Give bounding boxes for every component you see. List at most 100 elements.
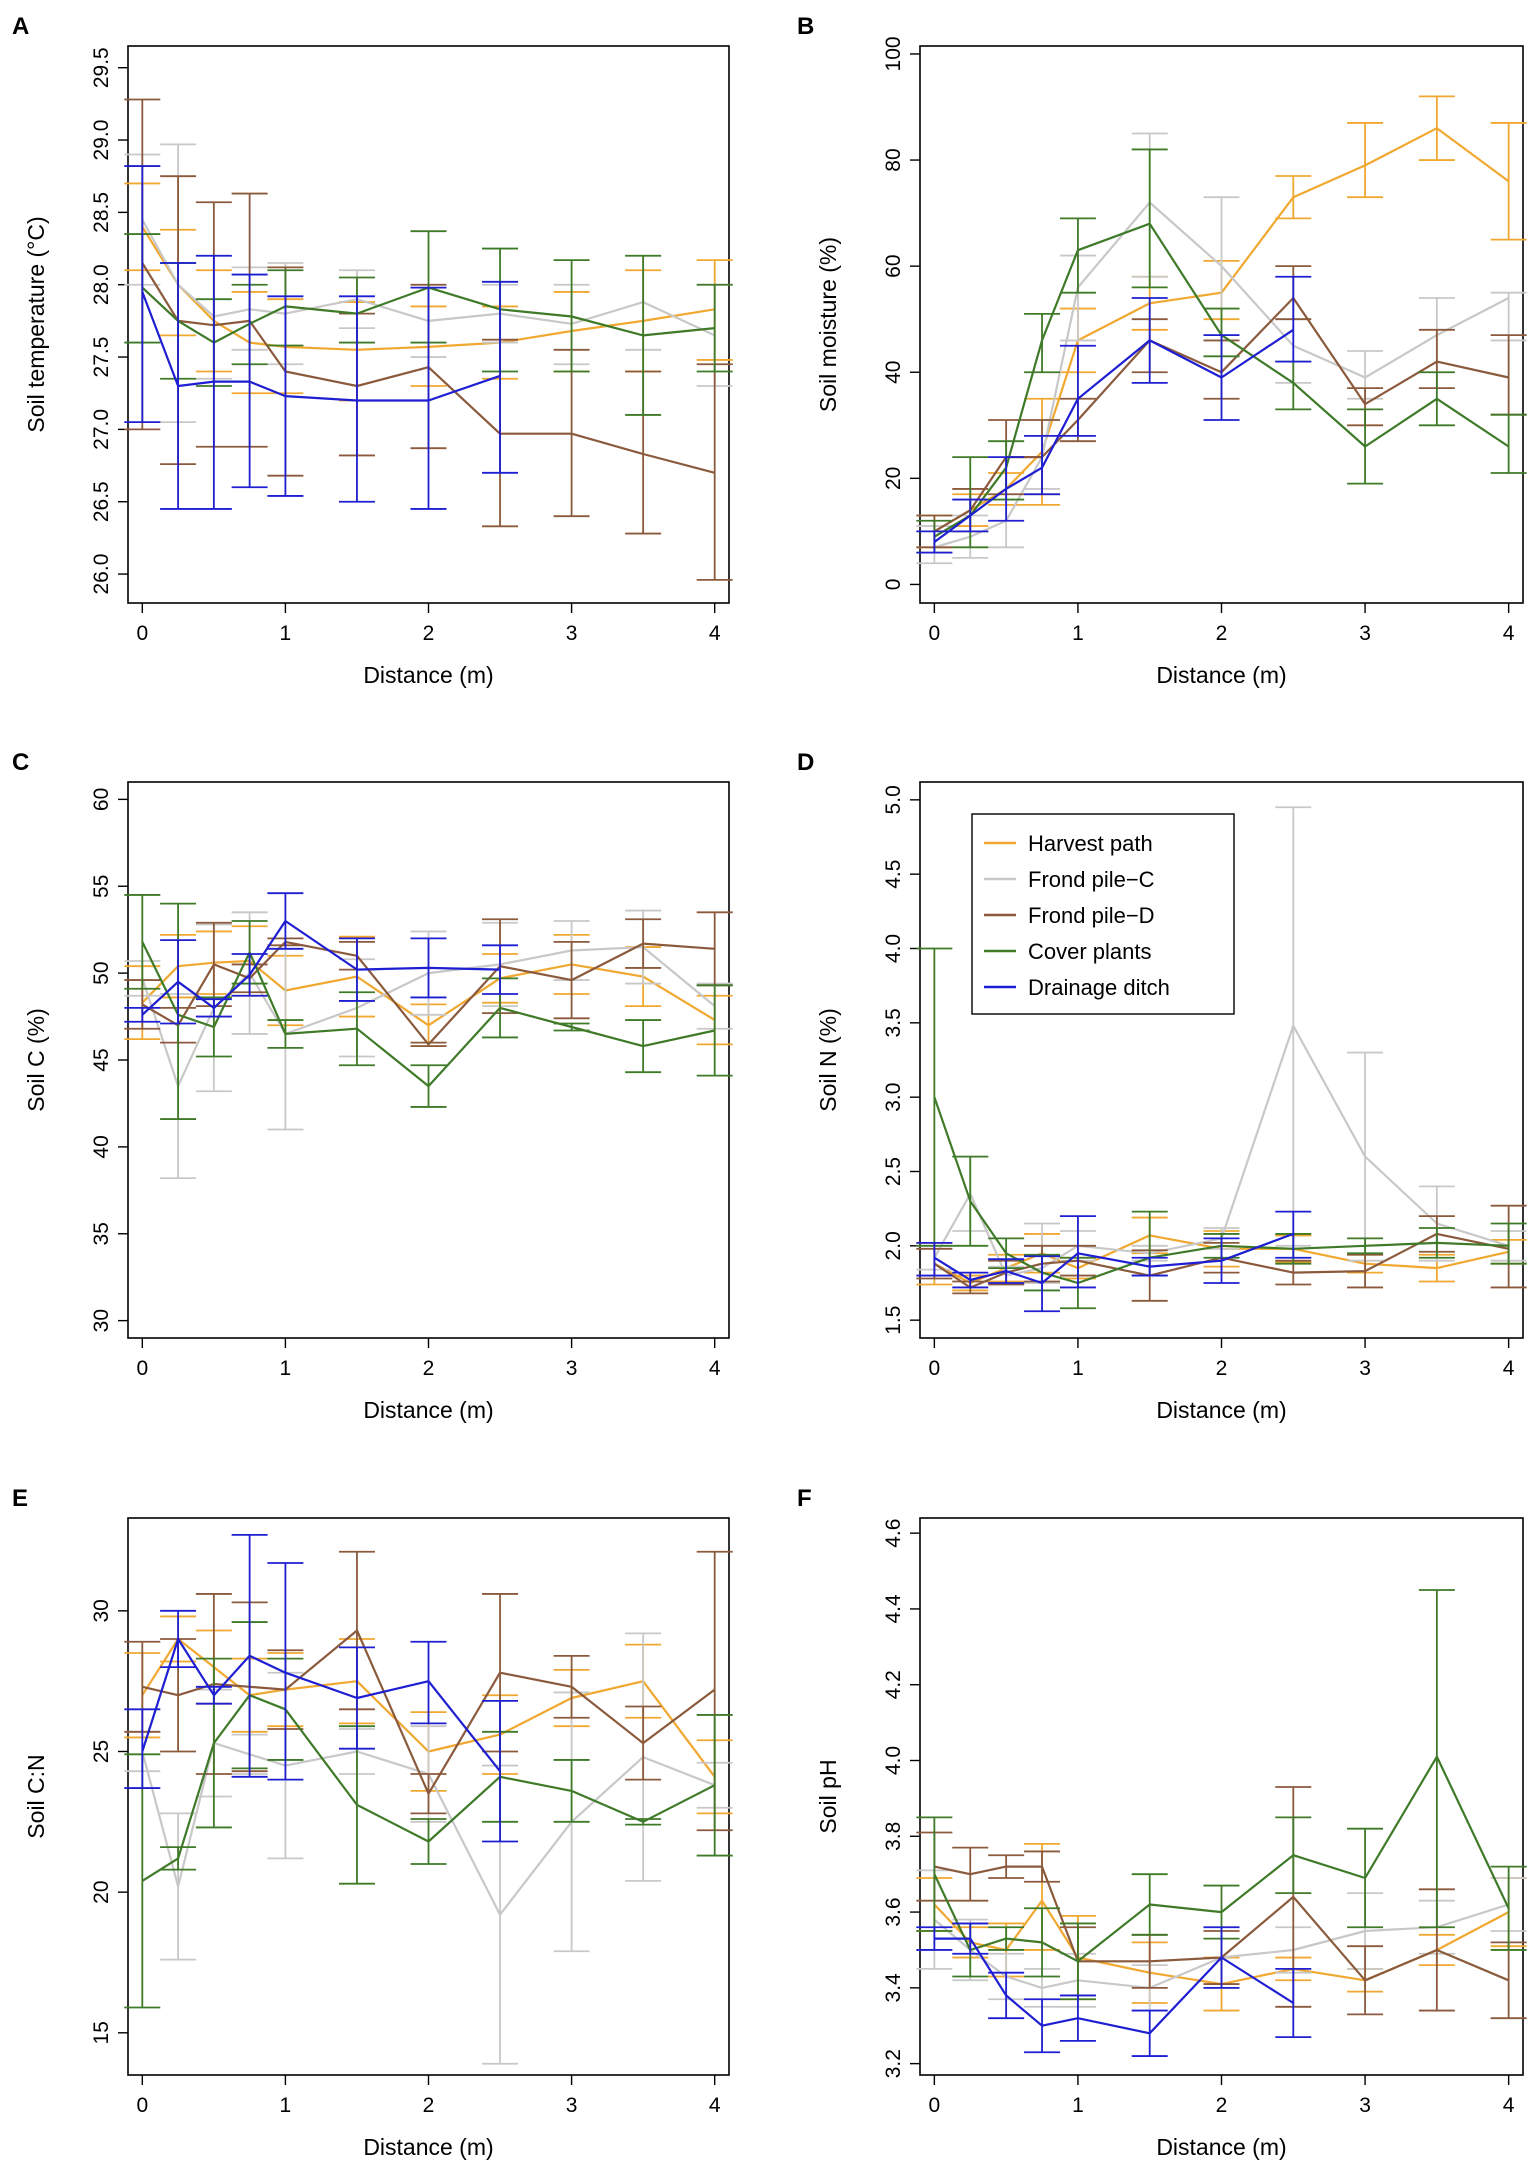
y-tick-label: 3.2 [882, 2049, 905, 2078]
panel-label: C [12, 749, 29, 776]
x-tick-label: 0 [929, 2094, 941, 2117]
y-tick-label: 30 [90, 1599, 113, 1622]
series-line [933, 1755, 1510, 1963]
panel-label: B [797, 13, 814, 40]
series-cover-plants [916, 1589, 1527, 2001]
y-tick-label: 45 [90, 1048, 113, 1071]
x-tick-label: 4 [709, 622, 721, 645]
series-line [141, 1637, 501, 1772]
series-drainage-ditch [124, 1533, 519, 1843]
x-tick-label: 1 [1072, 622, 1084, 645]
y-tick-label: 28.5 [90, 192, 113, 233]
x-tick-label: 2 [423, 2094, 435, 2117]
series-drainage-ditch [124, 892, 519, 1025]
x-tick-label: 3 [1359, 2094, 1371, 2117]
y-tick-label: 4.0 [882, 1746, 905, 1775]
series-line [141, 1694, 716, 1882]
x-tick-label: 4 [1503, 622, 1515, 645]
y-axis-label: Soil N (%) [815, 1008, 841, 1112]
x-tick-label: 4 [709, 2094, 721, 2117]
y-tick-label: 4.4 [882, 1594, 905, 1624]
y-tick-label: 2.5 [882, 1157, 905, 1186]
series-harvest-path [916, 95, 1527, 549]
legend-label: Drainage ditch [1028, 975, 1170, 1000]
y-tick-label: 4.6 [882, 1519, 905, 1548]
y-tick-label: 4.0 [882, 934, 905, 963]
y-tick-label: 3.5 [882, 1008, 905, 1037]
x-axis-label: Distance (m) [1156, 2134, 1286, 2160]
series-line [141, 941, 715, 1088]
y-tick-label: 60 [882, 254, 905, 277]
y-axis-label: Soil temperature (°C) [23, 216, 49, 432]
y-tick-label: 30 [90, 1309, 113, 1332]
series-line [934, 1865, 1510, 1982]
x-tick-label: 3 [566, 622, 578, 645]
panel-label: F [797, 1485, 812, 1512]
panel-label: D [797, 749, 814, 776]
y-tick-label: 15 [90, 2021, 113, 2044]
x-axis-label: Distance (m) [363, 1397, 493, 1423]
y-tick-label: 4.5 [882, 860, 905, 889]
panel-c: C 0 1 2 3 4 30 35 40 45 50 55 60 Distance (m) Soil C (… [12, 749, 733, 1423]
x-tick-label: 1 [280, 622, 292, 645]
panel-a: A 0 1 2 3 4 26.0 26.5 27.0 27.5 28.0 28.5 29.0 29.5 Di… [12, 13, 733, 688]
series-line [933, 328, 1294, 543]
panel-label: E [12, 1485, 28, 1512]
y-tick-label: 3.8 [882, 1822, 905, 1851]
y-tick-label: 20 [882, 467, 905, 490]
series-line [141, 291, 501, 402]
x-tick-label: 2 [1216, 1357, 1228, 1380]
y-tick-label: 29.0 [90, 120, 113, 161]
panel-f: F 0 1 2 3 4 3.2 3.4 3.6 3.8 4.0 4.2 4.4 4.6 Distance (… [797, 1485, 1527, 2160]
x-tick-label: 1 [1072, 1357, 1084, 1380]
series-line [933, 222, 1510, 538]
legend-label: Harvest path [1028, 831, 1153, 856]
x-tick-label: 2 [1216, 622, 1228, 645]
series-line [141, 919, 501, 1016]
y-tick-label: 28.0 [90, 264, 113, 305]
y-tick-label: 2.0 [882, 1231, 905, 1260]
x-tick-label: 3 [1359, 1357, 1371, 1380]
panel-label: A [12, 13, 29, 40]
plot-frame [127, 781, 730, 1339]
series-drainage-ditch [124, 165, 519, 510]
x-tick-label: 2 [423, 622, 435, 645]
y-tick-label: 3.6 [882, 1897, 905, 1926]
x-tick-label: 2 [1216, 2094, 1228, 2117]
x-axis-label: Distance (m) [363, 2134, 493, 2160]
series-drainage-ditch [916, 1210, 1312, 1313]
series-cover-plants [124, 894, 733, 1120]
y-tick-label: 3.0 [882, 1083, 905, 1112]
y-tick-label: 0 [882, 579, 905, 591]
y-tick-label: 25 [90, 1740, 113, 1763]
legend-label: Frond pile−D [1028, 903, 1155, 928]
x-tick-label: 3 [566, 2094, 578, 2117]
x-tick-label: 4 [1503, 2094, 1515, 2117]
legend-label: Cover plants [1028, 939, 1152, 964]
y-tick-label: 40 [882, 361, 905, 384]
x-tick-label: 1 [280, 1357, 292, 1380]
y-axis-label: Soil moisture (%) [815, 237, 841, 412]
x-tick-label: 0 [929, 1357, 941, 1380]
y-axis-label: Soil C (%) [23, 1008, 49, 1112]
y-tick-label: 80 [882, 148, 905, 171]
x-tick-label: 4 [1503, 1357, 1515, 1380]
y-tick-label: 35 [90, 1222, 113, 1245]
x-tick-label: 3 [1359, 622, 1371, 645]
y-tick-label: 1.5 [882, 1306, 905, 1335]
legend-label: Frond pile−C [1028, 867, 1155, 892]
legend: Harvest path Frond pile−C Frond pile−D Cove… [971, 813, 1235, 1015]
y-tick-label: 55 [90, 875, 113, 898]
x-tick-label: 1 [280, 2094, 292, 2117]
x-tick-label: 0 [929, 622, 941, 645]
y-tick-label: 60 [90, 788, 113, 811]
series-line [142, 1629, 716, 1795]
x-tick-label: 0 [136, 2094, 148, 2117]
y-tick-label: 50 [90, 961, 113, 984]
y-tick-label: 27.0 [90, 409, 113, 450]
y-tick-label: 26.5 [90, 481, 113, 522]
x-tick-label: 1 [1072, 2094, 1084, 2117]
x-tick-label: 0 [136, 622, 148, 645]
